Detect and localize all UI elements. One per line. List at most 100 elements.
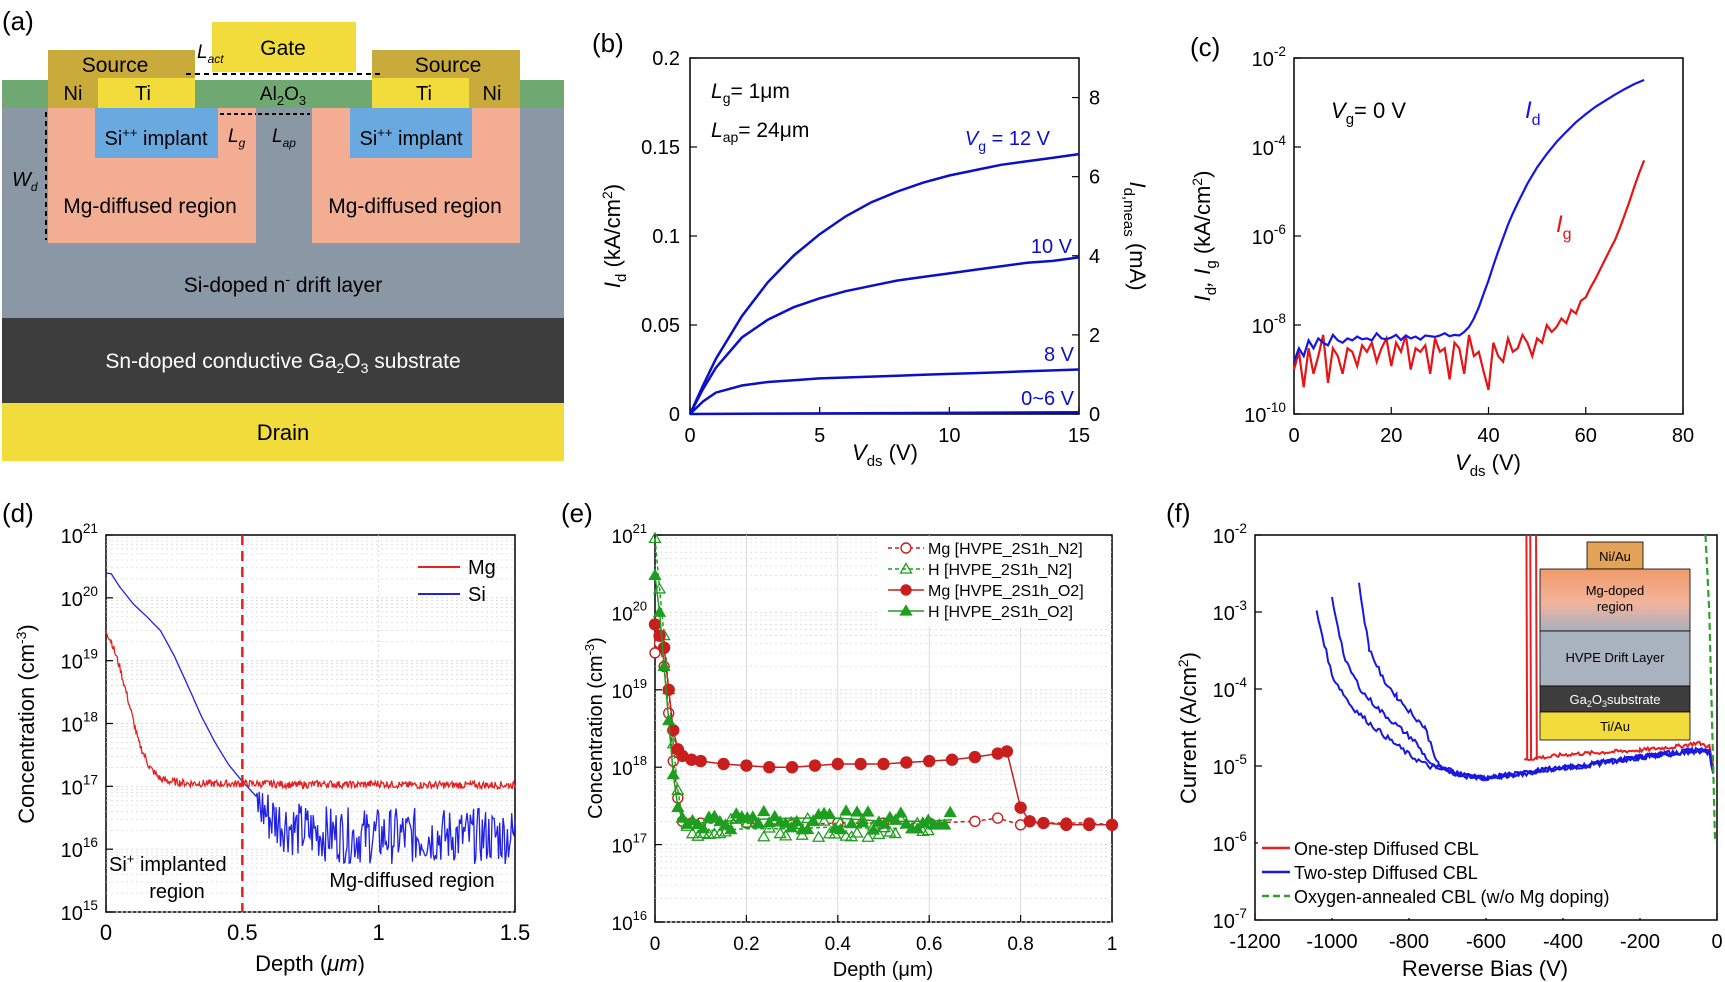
c-xtick-label: 20 (1380, 425, 1402, 447)
b-xtick-label: 0 (684, 425, 695, 447)
e-marker (717, 757, 730, 771)
e-marker (817, 814, 831, 826)
e-marker (696, 822, 711, 834)
e-marker (691, 829, 705, 841)
legend-label-e: H [HVPE_2S1h_O2] (928, 604, 1073, 621)
e-marker (685, 827, 700, 839)
legend-label-two-step: Two-step Diffused CBL (1294, 863, 1478, 883)
c-ytick-label: 10-6 (1252, 222, 1286, 249)
e-marker (888, 827, 903, 839)
b-ytick-label: 0.1 (652, 226, 680, 248)
f-series-one-step-rise (1525, 534, 1529, 760)
e-xtick-label: 0.6 (916, 934, 942, 955)
region-label-implanted-line2: region (149, 881, 205, 903)
e-xtick-label: 1 (1107, 934, 1118, 955)
e-marker (649, 647, 661, 659)
d-xtick-label: 0 (100, 920, 112, 945)
f-series-one-step-rise (1529, 534, 1533, 760)
panel-label-b: (b) (592, 28, 624, 58)
c-xtick-label: 40 (1477, 425, 1499, 447)
lact-label: Lact (197, 42, 224, 66)
e-marker (822, 807, 837, 820)
e-marker (806, 815, 820, 827)
e-marker (943, 805, 957, 818)
e-marker (969, 815, 981, 828)
b-series-line (689, 410, 1080, 416)
mg-region-left-label: Mg-diffused region (63, 195, 237, 218)
ti-left-label: Ti (135, 83, 151, 105)
f-ytick-label: 10-2 (1213, 521, 1247, 548)
axis-ticks-e: 0 0.2 0.4 0.6 0.8 1 1016 1017 1018 1019 1020 1021 (612, 521, 1118, 955)
region-label-mg-diffused: Mg-diffused region (329, 870, 494, 892)
ni-left-label: Ni (64, 83, 83, 105)
panel-label-f: (f) (1166, 498, 1191, 528)
inset-top-contact (1586, 541, 1644, 570)
e-marker (1014, 801, 1027, 814)
b-series-label: Vg = 12 V (965, 128, 1051, 154)
series-d (105, 535, 516, 912)
e-marker (861, 830, 875, 842)
e-series-line (654, 624, 1112, 826)
d-ytick-label: 1019 (61, 647, 98, 674)
d-ytick-label: 1017 (61, 772, 98, 799)
b-series-label: 0~6 V (1021, 388, 1074, 410)
f-series-two-step (1331, 596, 1715, 782)
e-marker (1082, 818, 1096, 832)
b-xtick-label: 15 (1068, 425, 1090, 447)
legend-box-f (1258, 834, 1658, 918)
legend-label-oxygen: Oxygen-annealed CBL (w/o Mg doping) (1294, 887, 1610, 907)
xlabel-c: Vds (V) (1455, 450, 1521, 480)
axis-ticks-d: 0 0.5 1 1.5 1015 1016 1017 1018 1019 1020 1021 (61, 521, 531, 945)
e-marker (707, 809, 722, 821)
e-marker (662, 713, 676, 726)
substrate-label: Sn-doped conductive Ga2O3 substrate (105, 350, 460, 376)
drain-layer (2, 403, 564, 461)
b-y2tick-label: 8 (1089, 88, 1100, 110)
c-xtick-label: 60 (1575, 425, 1597, 447)
annotation-lap-b: Lap= 24μm (711, 119, 809, 145)
e-marker (801, 822, 815, 835)
e-marker (652, 605, 667, 617)
legend-label-e: Mg [HVPE_2S1h_N2] (928, 541, 1083, 558)
b-ytick-label: 0.2 (652, 48, 680, 70)
e-ytick-label: 1018 (612, 753, 648, 780)
e-marker (671, 800, 685, 813)
d-ytick-label: 1018 (61, 710, 98, 737)
e-marker (740, 759, 753, 772)
e-xtick-label: 0.8 (1007, 934, 1033, 955)
b-series-label: 10 V (1031, 236, 1073, 258)
gate (212, 22, 356, 72)
lg-label: Lg (228, 126, 246, 150)
e-marker (773, 826, 787, 839)
axis-ticks-f: -1200 -1000 -800 -600 -400 -200 0 10-7 10-6 10-5 1… (1213, 521, 1723, 953)
f-ytick-label: 10-3 (1213, 598, 1247, 625)
plot-frame-e (654, 534, 1113, 923)
e-xtick-label: 0.4 (825, 934, 852, 955)
e-marker (763, 761, 776, 774)
panel-f: (f) -1200 -1000 -800 -600 -400 -200 0 10-7 10-6 1… (1166, 498, 1723, 981)
c-series-id (1292, 78, 1645, 363)
e-marker (675, 811, 690, 823)
e-marker (844, 830, 859, 842)
e-marker (854, 757, 867, 771)
b-y2tick-label: 0 (1089, 404, 1100, 426)
f-series-one-step (1523, 740, 1715, 767)
f-ytick-label: 10-4 (1213, 675, 1248, 702)
panel-c: (c) 0 20 40 60 80 10-10 10-8 10-6 10-4 10-2 Vg= 0… (1189, 32, 1694, 480)
d-ytick-label: 1021 (61, 521, 98, 548)
e-marker (746, 810, 760, 822)
d-ytick-label: 1020 (61, 584, 99, 611)
e-marker (831, 757, 844, 771)
e-marker (648, 568, 662, 580)
e-marker (757, 804, 771, 817)
f-series-oxygen (1704, 534, 1717, 844)
legend-marker-e (899, 604, 913, 616)
e-marker (808, 759, 822, 772)
e-marker (694, 754, 707, 768)
b-ytick-label: 0.15 (641, 137, 680, 159)
ylabel-c: Id, Ig (kA/cm2) (1189, 171, 1220, 302)
inset-substrate (1539, 685, 1691, 713)
e-marker (839, 804, 853, 816)
